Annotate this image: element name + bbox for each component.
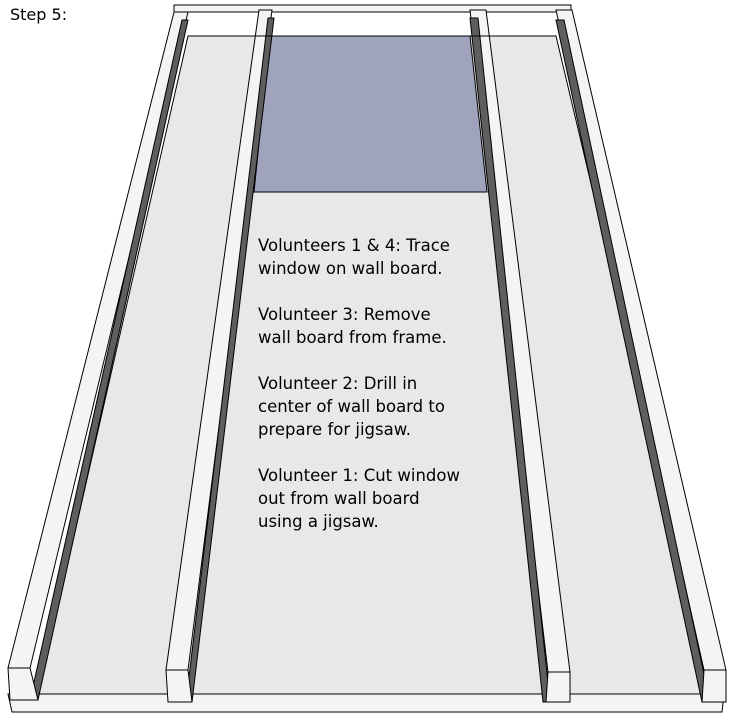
top-plate xyxy=(173,4,572,13)
bottom-plate xyxy=(7,693,725,713)
stud-right-end xyxy=(701,669,727,703)
instruction-line: out from wall board xyxy=(258,489,420,508)
instruction-trace-window: Volunteers 1 & 4: Trace window on wall b… xyxy=(258,234,528,280)
instruction-line: wall board from frame. xyxy=(258,328,447,347)
instruction-remove-board: Volunteer 3: Remove wall board from fram… xyxy=(258,303,528,349)
instruction-cut-window: Volunteer 1: Cut window out from wall bo… xyxy=(258,464,528,533)
instruction-line: prepare for jigsaw. xyxy=(258,420,411,439)
instructions-text: Volunteers 1 & 4: Trace window on wall b… xyxy=(258,234,528,556)
instruction-line: using a jigsaw. xyxy=(258,512,379,531)
instruction-drill-center: Volunteer 2: Drill in center of wall boa… xyxy=(258,372,528,441)
window-cutout xyxy=(253,35,488,193)
instruction-line: window on wall board. xyxy=(258,259,443,278)
instruction-line: Volunteer 3: Remove xyxy=(258,305,431,324)
stud-inner-right-end xyxy=(545,671,571,703)
instruction-line: Volunteer 2: Drill in xyxy=(258,374,418,393)
instruction-line: Volunteers 1 & 4: Trace xyxy=(258,236,450,255)
instruction-line: center of wall board to xyxy=(258,397,445,416)
stud-inner-left-end xyxy=(165,669,193,703)
stud-left-end xyxy=(7,667,39,701)
step-label: Step 5: xyxy=(10,5,68,24)
instruction-line: Volunteer 1: Cut window xyxy=(258,466,460,485)
